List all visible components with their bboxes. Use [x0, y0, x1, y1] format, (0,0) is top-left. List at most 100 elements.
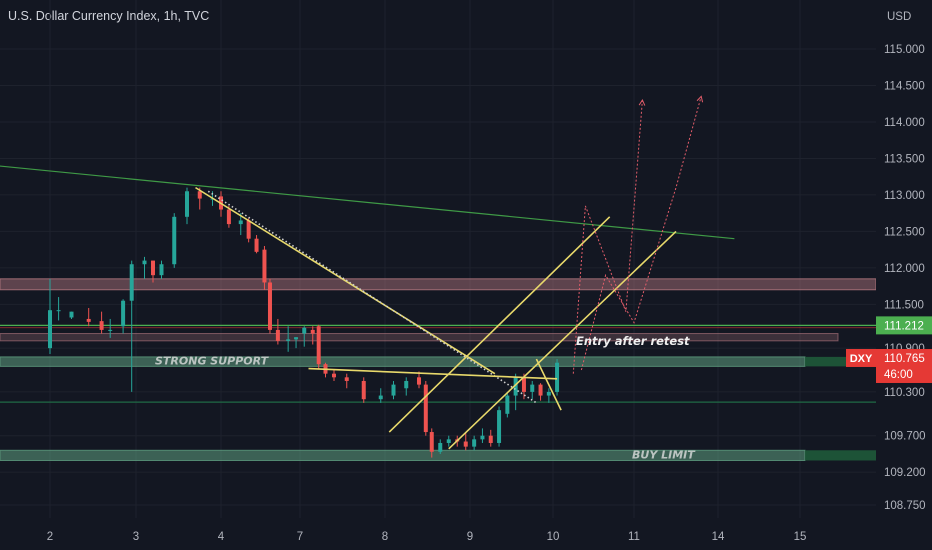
- channel-mid: [535, 358, 562, 411]
- strong-support-label: STRONG SUPPORT: [155, 354, 270, 367]
- candle-body: [294, 337, 299, 340]
- candle-body: [310, 329, 315, 334]
- currency-label: USD: [887, 11, 911, 23]
- candle-body: [423, 384, 428, 433]
- x-tick-label: 2: [47, 531, 53, 543]
- price-label-countdown: 46:00: [884, 369, 913, 381]
- candle-body: [142, 260, 147, 265]
- candle-body: [488, 435, 493, 443]
- projection-path-1-arrow: [638, 99, 646, 106]
- candle-body: [513, 377, 518, 396]
- candle-body: [121, 300, 126, 327]
- candle-body: [48, 310, 52, 349]
- y-tick-label: 114.000: [884, 117, 925, 129]
- price-axis[interactable]: USD 115.000 114.500 114.000 113.500 113.000 11…: [846, 0, 932, 550]
- y-tick-label: 109.700: [884, 431, 926, 443]
- candle-body: [99, 321, 104, 330]
- candle-body: [332, 373, 336, 378]
- buy-limit-label: BUY LIMIT: [632, 448, 696, 461]
- price-label-level: [876, 316, 932, 335]
- y-tick-label: 110.300: [884, 387, 925, 399]
- candle-body: [391, 384, 396, 396]
- x-tick-label: 15: [794, 531, 807, 543]
- y-tick-label: 108.750: [884, 500, 926, 512]
- price-label-current: [876, 348, 932, 383]
- x-tick-label: 3: [133, 531, 139, 543]
- candle-body: [429, 432, 434, 452]
- x-tick-label: 10: [547, 531, 560, 543]
- y-tick-label: 115.000: [884, 44, 925, 56]
- candle-body: [286, 339, 291, 341]
- channel-lower: [448, 230, 677, 450]
- y-tick-label: 112.000: [884, 263, 925, 275]
- y-tick-label: 112.500: [884, 226, 925, 238]
- candle-body: [438, 442, 443, 452]
- y-tick-label: 109.200: [884, 467, 926, 479]
- candle-body: [302, 327, 307, 334]
- candle-body: [472, 439, 477, 447]
- y-tick-label: 113.000: [884, 190, 925, 202]
- projection-path-2: [580, 96, 702, 371]
- candle-body: [246, 220, 251, 239]
- candle-body: [361, 380, 366, 400]
- x-tick-label: 4: [218, 531, 225, 543]
- candle-body: [226, 209, 231, 225]
- x-tick-label: 11: [628, 531, 640, 543]
- y-tick-label: 113.500: [884, 153, 925, 165]
- candle-body: [159, 264, 164, 276]
- candle-body: [129, 264, 134, 301]
- price-axis-bg: [876, 0, 932, 550]
- major-descending-trendline: [0, 165, 735, 240]
- candle-body: [538, 384, 543, 396]
- candle-body: [185, 191, 189, 217]
- horizontal-levels: [0, 324, 876, 403]
- candle-body: [555, 362, 560, 392]
- descending-trendline: [195, 186, 496, 375]
- candle-body: [497, 410, 502, 443]
- candle-body: [69, 311, 74, 318]
- zones-layer: [0, 278, 877, 461]
- candle-body: [417, 377, 421, 385]
- candle-body: [172, 216, 177, 265]
- horizontal-trendline: [308, 367, 558, 380]
- candle-body: [530, 384, 535, 392]
- candle-body: [378, 395, 383, 400]
- candle-body: [108, 329, 113, 331]
- strong-support-ext: [805, 356, 876, 367]
- projection-layer: [572, 95, 704, 374]
- buy-limit-ext: [805, 450, 876, 461]
- descending-trendline-dotted: [207, 190, 537, 404]
- x-tick-label: 14: [712, 531, 725, 543]
- x-tick-label: 8: [382, 531, 388, 543]
- candles-layer: [48, 187, 560, 458]
- x-tick-label: 7: [297, 531, 303, 543]
- resistance-band-lower: [0, 333, 839, 342]
- x-tick-label: 9: [467, 531, 473, 543]
- candle-body: [254, 238, 259, 252]
- projection-path-1: [572, 100, 643, 374]
- entry-annotation: Entry after retest: [576, 334, 690, 348]
- annotation-layer: STRONG SUPPORT BUY LIMIT Entry after retes…: [155, 334, 696, 462]
- y-tick-label: 114.500: [884, 80, 925, 92]
- projection-path-2-arrow: [696, 95, 704, 103]
- chart-title: U.S. Dollar Currency Index, 1h, TVC: [8, 9, 210, 23]
- candle-body: [480, 435, 485, 440]
- strong-support: [0, 356, 806, 367]
- channel-upper: [388, 216, 611, 433]
- symbol-tag-text: DXY: [850, 353, 873, 365]
- trendlines-layer: [0, 165, 735, 450]
- candle-body: [463, 441, 468, 447]
- candle-body: [505, 395, 510, 414]
- price-label-level-text: 111.212: [884, 320, 924, 332]
- candle-body: [238, 220, 243, 225]
- candle-body: [521, 377, 526, 392]
- y-tick-label: 111.500: [884, 299, 924, 311]
- price-label-current-text: 110.765: [884, 353, 925, 365]
- chart-grid: [0, 0, 876, 518]
- candle-body: [404, 380, 409, 389]
- candle-body: [316, 326, 321, 365]
- time-axis[interactable]: 2 3 4 7 8 9 10 11 14 15: [47, 531, 807, 543]
- candle-body: [344, 377, 349, 381]
- candle-body: [446, 439, 451, 443]
